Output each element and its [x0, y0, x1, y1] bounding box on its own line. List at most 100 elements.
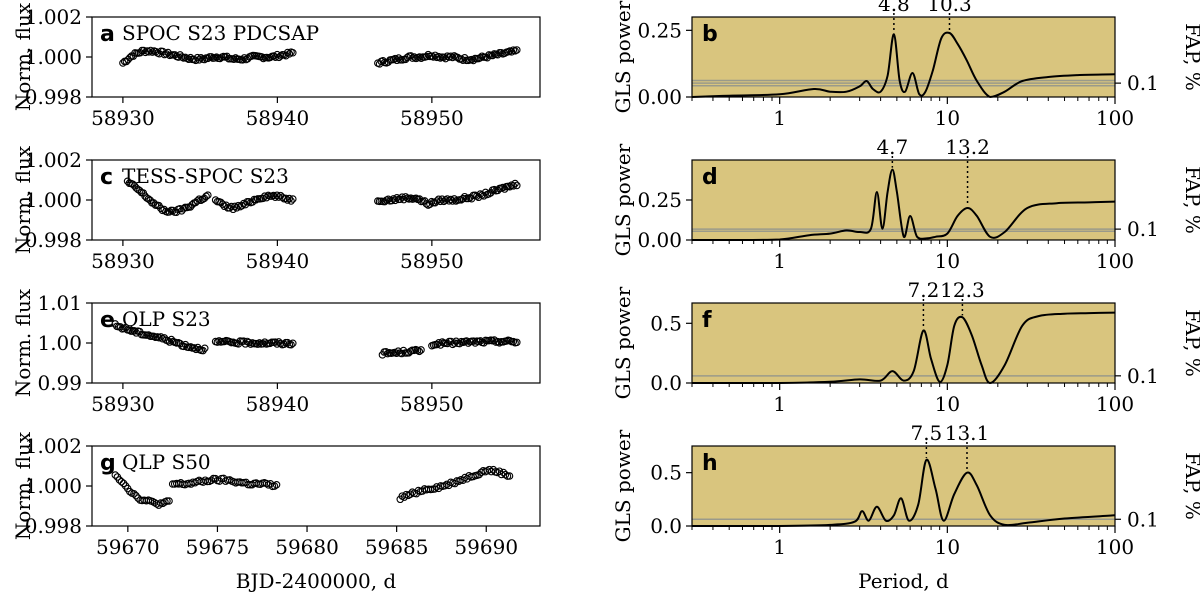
flux-point — [499, 183, 507, 192]
plot-frame — [691, 302, 1116, 384]
flux-point — [271, 193, 280, 201]
right-y-tick-label: 0.1 — [1127, 71, 1159, 95]
flux-point — [450, 195, 459, 203]
periodogram-panel-h: 0.0 0.5 1 10 100 0.1 GLS power FAP, % h 7.513.1 Pe… — [611, 421, 1200, 593]
x-tick-label: 59670 — [96, 535, 160, 559]
x-tick-label: 58950 — [400, 249, 464, 273]
x-axis-label: Period, d — [858, 569, 949, 593]
panel-letter: f — [702, 308, 712, 333]
plot-frame — [691, 16, 1116, 98]
flux-point — [156, 204, 165, 213]
x-tick-label: 58930 — [91, 106, 155, 130]
x-tick-label: 58940 — [246, 249, 310, 273]
flux-point — [130, 489, 138, 498]
plot-background — [692, 446, 1115, 526]
flux-point — [408, 54, 417, 62]
peak-label: 4.8 — [878, 0, 910, 16]
x-axis-label: BJD-2400000, d — [236, 569, 397, 593]
peak-label: 4.7 — [876, 135, 908, 159]
y-tick-label: 1.01 — [37, 291, 82, 315]
periodogram-panel-b: 0.00 0.25 1 10 100 0.1 GLS power FAP, % b 4.8 10.3 — [611, 0, 1200, 130]
y-tick-label: 1.002 — [25, 148, 82, 172]
flux-point — [116, 323, 125, 331]
flux-point — [201, 344, 209, 353]
flux-point — [266, 339, 274, 348]
flux-point — [438, 338, 447, 346]
lightcurve-panel-g: 0.998 1.000 1.002 59670 59675 59680 59685 59690… — [11, 431, 541, 593]
y-axis-label: GLS power — [611, 143, 635, 256]
flux-point — [276, 339, 285, 348]
y-tick-label: 1.002 — [25, 5, 82, 29]
flux-point — [490, 185, 498, 194]
flux-point — [240, 54, 249, 62]
x-tick-label: 1 — [773, 535, 786, 559]
peak-label: 7.5 — [910, 421, 942, 445]
flux-point — [213, 338, 222, 346]
panel-title: QLP S50 — [122, 450, 211, 474]
flux-point — [448, 197, 457, 205]
flux-point — [130, 327, 139, 335]
flux-point — [195, 195, 203, 203]
y-axis-label: Norm. flux — [11, 145, 35, 254]
flux-point — [392, 349, 401, 357]
flux-point — [119, 479, 128, 488]
panel-letter: e — [100, 308, 115, 333]
y-tick-label: 0.5 — [650, 461, 682, 485]
flux-point — [269, 191, 278, 200]
peak-label: 12.3 — [940, 278, 985, 302]
flux-point — [197, 54, 205, 62]
flux-point — [488, 51, 497, 60]
flux-point — [204, 191, 212, 199]
flux-point — [441, 481, 449, 490]
y-tick-label: 0.998 — [25, 85, 82, 109]
flux-point — [231, 202, 239, 211]
right-y-axis-label: FAP, % — [1181, 23, 1200, 91]
gls-power-curve — [692, 458, 1116, 528]
y-axis-label: GLS power — [611, 286, 635, 399]
panel-title: TESS-SPOC S23 — [122, 164, 289, 188]
x-tick-label: 58940 — [246, 106, 310, 130]
x-tick-label: 100 — [1096, 535, 1134, 559]
flux-point — [283, 196, 292, 204]
flux-point — [207, 53, 216, 61]
flux-point — [187, 480, 195, 488]
y-tick-label: 0.25 — [637, 188, 682, 212]
lightcurve-panel-a: 0.998 1.000 1.002 58930 58940 58950 Norm. flux… — [11, 2, 541, 130]
flux-point — [212, 53, 221, 61]
flux-point — [440, 53, 448, 62]
flux-point — [144, 331, 153, 339]
flux-point — [287, 340, 295, 349]
flux-point — [225, 204, 234, 212]
panel-letter: a — [100, 22, 115, 47]
flux-point — [231, 54, 240, 62]
flux-point — [287, 197, 295, 205]
y-axis-label: GLS power — [611, 429, 635, 542]
flux-point — [289, 48, 297, 57]
flux-point — [220, 202, 229, 211]
flux-point — [447, 52, 455, 60]
panel-title: SPOC S23 PDCSAP — [122, 21, 319, 45]
gls-power-curve — [692, 311, 1116, 385]
y-tick-label: 0.0 — [650, 514, 682, 538]
flux-point — [193, 53, 202, 62]
flux-point — [260, 192, 269, 200]
flux-point — [276, 52, 285, 60]
flux-point — [384, 195, 392, 203]
flux-point — [230, 55, 238, 63]
flux-point — [262, 479, 271, 488]
gls-power-curve — [691, 31, 1116, 99]
flux-point — [438, 195, 446, 203]
y-tick-label: 1.000 — [25, 45, 82, 69]
periodogram-panel-d: 0.00 0.25 1 10 100 0.1 GLS power FAP, % d 4.7 13.2 — [611, 135, 1200, 273]
y-tick-label: 0.0 — [650, 371, 682, 395]
x-tick-label: 100 — [1096, 249, 1134, 273]
flux-point — [429, 53, 438, 61]
y-tick-label: 1.000 — [25, 188, 82, 212]
flux-point — [239, 199, 248, 208]
flux-point — [179, 204, 188, 213]
flux-point — [481, 188, 490, 197]
x-tick-label: 58930 — [91, 392, 155, 416]
flux-point — [162, 50, 170, 58]
flux-point — [283, 48, 292, 57]
flux-point — [257, 53, 266, 61]
